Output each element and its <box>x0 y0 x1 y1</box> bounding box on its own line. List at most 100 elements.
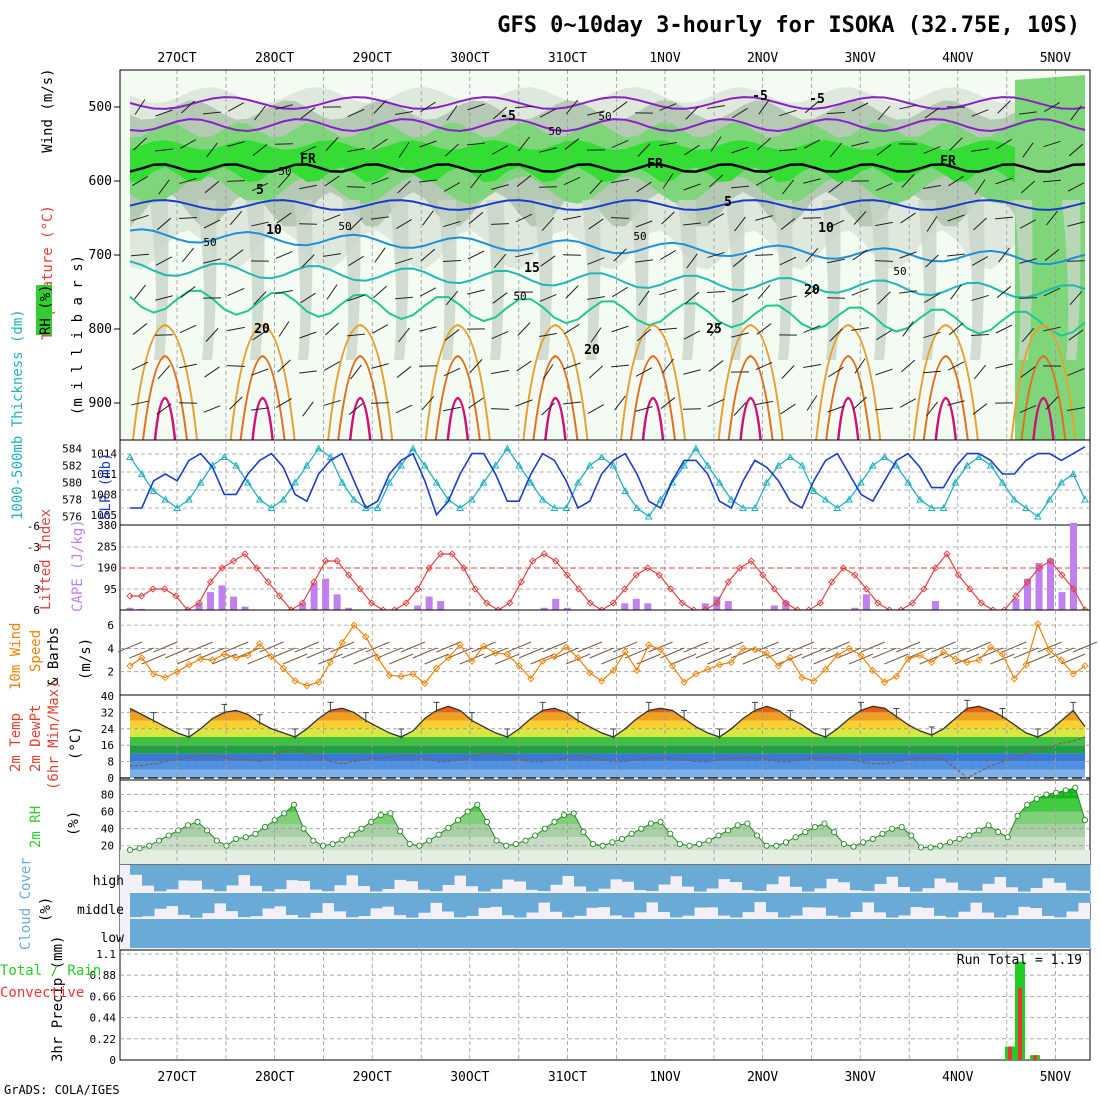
cloud-bar <box>514 919 527 948</box>
wind-speed-marker <box>892 672 900 681</box>
cloud-bar <box>346 919 359 948</box>
cloud-bar <box>502 865 515 880</box>
wind-speed-marker <box>220 650 228 658</box>
wind-barb <box>828 181 844 193</box>
cloud-bar <box>622 919 635 948</box>
wind-barb <box>395 111 413 115</box>
cloud-bar <box>790 893 803 916</box>
wind-barbs <box>131 99 1085 417</box>
wind-barb <box>131 400 149 406</box>
lifted-index-marker <box>908 599 917 607</box>
wind-barb <box>299 184 317 190</box>
contour-35 <box>934 396 958 441</box>
temperature-band <box>130 745 1085 754</box>
wind-barb <box>782 179 794 195</box>
rh-marker <box>290 801 298 808</box>
cloud-bar <box>610 893 623 916</box>
wind-barb <box>588 218 604 230</box>
pressure-tick-label: 600 <box>89 174 112 189</box>
rh-marker <box>551 818 558 825</box>
contour-35 <box>251 396 274 441</box>
wind-barb <box>1043 179 1061 183</box>
wind-barb <box>876 144 892 156</box>
wind-barb <box>467 250 485 260</box>
contour-25 <box>1010 323 1077 441</box>
wind-barb <box>539 186 557 188</box>
rh-marker <box>146 842 153 849</box>
cloud-bar <box>718 893 731 916</box>
cape-tick-label: 95 <box>104 583 117 596</box>
wind-barb <box>443 406 461 412</box>
rh-marker <box>262 823 269 831</box>
precip-ylabel: 3hr Precip (mm) <box>50 936 66 1062</box>
thickness-marker <box>185 495 193 503</box>
wind-speed-marker <box>680 678 688 686</box>
wind-barb <box>155 295 173 301</box>
pressure-tick-label: 800 <box>89 322 112 337</box>
wind-barb <box>539 294 557 302</box>
lifted-index-marker <box>483 599 491 607</box>
surface-wind-barb <box>247 653 272 665</box>
wind-speed-marker <box>633 666 641 675</box>
rh-marker <box>860 839 867 846</box>
cloud-bar <box>538 919 551 948</box>
wind-barb <box>347 147 365 153</box>
wind-barb <box>926 216 938 232</box>
surface-wind-barb <box>188 641 213 653</box>
thickness-marker <box>916 495 924 503</box>
wind-barb <box>948 322 964 336</box>
wind-barb <box>541 216 555 232</box>
precip-convective-label: Convective <box>0 985 84 1001</box>
cloud-bar <box>130 865 143 875</box>
wind-barb <box>1068 143 1084 157</box>
rh-marker <box>223 842 230 849</box>
wind-barb <box>251 221 269 227</box>
wind-barb <box>587 257 605 265</box>
cape-bar <box>632 598 640 610</box>
wind-barb <box>299 223 317 225</box>
contour-25 <box>132 323 198 441</box>
cloud-bar <box>934 919 947 948</box>
lifted-index-marker <box>356 585 364 593</box>
wind-barb <box>758 99 770 115</box>
surface-wind-barb <box>542 641 567 653</box>
wind-speed-marker <box>527 675 535 683</box>
date-tick-label: 30OCT <box>450 1070 489 1085</box>
thickness-marker <box>998 478 1007 486</box>
wind-barb <box>995 216 1013 220</box>
thickness-marker <box>267 503 276 511</box>
surface-wind-barb <box>200 647 225 659</box>
wind-barb <box>661 211 675 225</box>
rh-marker <box>493 837 500 844</box>
wind-barb <box>995 177 1013 185</box>
wind-barb <box>637 143 651 157</box>
cloud-bar <box>1066 893 1079 912</box>
wind-barb <box>662 358 674 374</box>
wind-speed-marker <box>421 679 429 687</box>
surface-wind-barb <box>860 641 885 653</box>
lifted-index-marker <box>218 564 226 572</box>
contour-label: FR <box>647 157 663 172</box>
temp-label-line4: (°C) <box>68 726 84 760</box>
wind-barb <box>372 285 388 299</box>
wind-barb <box>179 324 197 334</box>
wind-barb <box>539 333 557 337</box>
surface-wind-barb <box>1002 641 1027 653</box>
wind-barb <box>659 103 677 111</box>
cloud-bar <box>562 893 575 918</box>
cloud-bar <box>442 865 455 885</box>
contour-30 <box>142 354 188 441</box>
wind-barb <box>540 255 556 267</box>
date-tick-label: 3NOV <box>845 51 876 66</box>
rh-plume <box>294 200 313 360</box>
wind-barb <box>755 215 773 221</box>
lifted-index-marker <box>460 564 468 572</box>
contour-25 <box>717 323 784 441</box>
lifted-index-marker <box>540 550 548 558</box>
lifted-index-marker <box>264 578 272 586</box>
wind-barb <box>181 247 195 263</box>
lifted-index-marker <box>920 585 928 593</box>
surface-wind-barb <box>164 647 190 659</box>
wind-speed-marker <box>456 641 464 649</box>
cloud-bar <box>490 865 503 889</box>
